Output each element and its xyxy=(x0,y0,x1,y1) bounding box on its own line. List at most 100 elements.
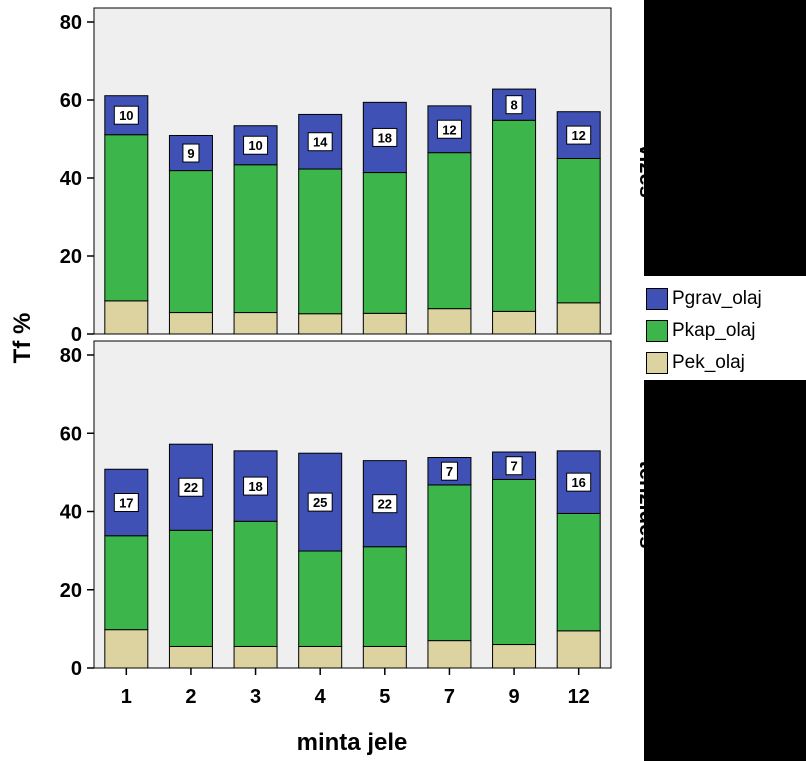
bar-segment-pkap-olaj xyxy=(168,170,213,314)
x-tick-label: 1 xyxy=(121,686,132,708)
data-label: 8 xyxy=(510,98,517,113)
data-label-box xyxy=(436,119,462,139)
data-label-box xyxy=(566,472,592,492)
bar-segment-pkap-olaj xyxy=(168,529,213,647)
bar-segment-pkap-olaj xyxy=(298,168,343,315)
bar-segment-pkap-olaj xyxy=(362,172,407,314)
data-label-box xyxy=(372,127,398,147)
legend-swatch-pkap xyxy=(646,320,668,342)
data-label-box xyxy=(178,477,204,497)
data-label: 7 xyxy=(510,459,517,474)
data-label-box xyxy=(372,494,398,514)
bar-segment-pkap-olaj xyxy=(556,512,601,632)
bar-segment-pek-olaj xyxy=(104,300,149,335)
bar-segment-pek-olaj xyxy=(168,312,213,335)
x-tick-label: 7 xyxy=(444,686,455,708)
legend-swatch-pek xyxy=(646,352,668,374)
y-tick-label: 20 xyxy=(60,580,82,602)
data-label: 14 xyxy=(313,135,328,150)
black-background-region xyxy=(644,0,806,761)
x-tick-label: 5 xyxy=(379,686,390,708)
y-tick-label: 60 xyxy=(60,423,82,445)
bar-segment-pgrav-olaj xyxy=(492,88,537,121)
x-tick-label: 9 xyxy=(509,686,520,708)
bar-segment-pek-olaj xyxy=(492,310,537,335)
y-tick-label: 20 xyxy=(60,246,82,268)
data-label: 18 xyxy=(248,479,262,494)
bar-segment-pek-olaj xyxy=(233,645,278,669)
data-label: 10 xyxy=(119,108,133,123)
bar-segment-pek-olaj xyxy=(362,312,407,335)
data-label: 12 xyxy=(442,122,456,137)
legend-item-pkap: Pkap_olaj xyxy=(646,318,755,344)
bar-segment-pek-olaj xyxy=(427,308,472,335)
data-label: 7 xyxy=(446,464,453,479)
bar-segment-pgrav-olaj xyxy=(362,460,407,548)
bar-segment-pkap-olaj xyxy=(556,158,601,304)
data-label: 17 xyxy=(119,496,133,511)
legend-swatch-pgrav xyxy=(646,288,668,310)
bar-segment-pek-olaj xyxy=(168,645,213,669)
data-label-box xyxy=(307,492,333,512)
x-tick-label: 12 xyxy=(568,686,590,708)
data-label: 10 xyxy=(248,138,262,153)
bar-segment-pek-olaj xyxy=(104,629,149,669)
y-tick-label: 40 xyxy=(60,502,82,524)
data-label: 16 xyxy=(571,475,585,490)
data-label-box xyxy=(243,135,269,155)
x-tick-label: 3 xyxy=(250,686,261,708)
data-label: 18 xyxy=(378,130,392,145)
y-tick-label: 80 xyxy=(60,345,82,367)
bar-segment-pkap-olaj xyxy=(104,134,149,302)
bar-segment-pek-olaj xyxy=(298,645,343,669)
bar-segment-pek-olaj xyxy=(556,302,601,335)
bar-segment-pek-olaj xyxy=(233,312,278,335)
bar-segment-pkap-olaj xyxy=(233,520,278,647)
bar-segment-pek-olaj xyxy=(427,640,472,669)
chart-legend: Pgrav_olaj Pkap_olaj Pek_olaj xyxy=(640,276,806,380)
bar-segment-pkap-olaj xyxy=(427,152,472,310)
data-label: 12 xyxy=(571,128,585,143)
x-axis-title: minta jele xyxy=(297,729,408,756)
panel-label-vizes: vizes xyxy=(635,144,660,198)
data-label: 22 xyxy=(378,497,392,512)
legend-label-pkap: Pkap_olaj xyxy=(672,320,756,341)
x-tick-label: 2 xyxy=(185,686,196,708)
panel-label-tenzides: tenzides xyxy=(635,460,660,548)
bar-segment-pkap-olaj xyxy=(298,550,343,647)
data-label-box xyxy=(243,476,269,496)
data-label: 9 xyxy=(187,146,194,161)
data-label-box xyxy=(566,125,592,145)
bar-segment-pek-olaj xyxy=(362,645,407,669)
bar-segment-pek-olaj xyxy=(556,630,601,669)
bar-segment-pkap-olaj xyxy=(427,484,472,642)
legend-item-pgrav: Pgrav_olaj xyxy=(646,286,762,312)
data-label-box xyxy=(182,143,200,163)
bar-segment-pkap-olaj xyxy=(492,119,537,312)
legend-item-pek: Pek_olaj xyxy=(646,350,745,376)
bar-segment-pkap-olaj xyxy=(233,164,278,314)
data-label-box xyxy=(505,456,523,476)
legend-label-pek: Pek_olaj xyxy=(672,352,745,373)
y-tick-label: 60 xyxy=(60,90,82,112)
x-tick-label: 4 xyxy=(315,686,327,708)
y-axis-title: Tf % xyxy=(9,313,36,364)
bar-segment-pkap-olaj xyxy=(104,535,149,631)
y-tick-label: 80 xyxy=(60,12,82,34)
data-label-box xyxy=(307,132,333,152)
y-tick-label: 0 xyxy=(71,324,82,346)
data-label-box xyxy=(113,493,139,513)
data-label-box xyxy=(440,461,458,481)
data-label: 22 xyxy=(184,480,198,495)
y-tick-label: 0 xyxy=(71,658,82,680)
bar-segment-pek-olaj xyxy=(492,644,537,669)
data-label: 25 xyxy=(313,495,327,510)
bar-segment-pek-olaj xyxy=(298,313,343,335)
bar-segment-pkap-olaj xyxy=(492,478,537,646)
legend-label-pgrav: Pgrav_olaj xyxy=(672,288,762,309)
y-tick-label: 40 xyxy=(60,168,82,190)
bar-segment-pkap-olaj xyxy=(362,546,407,647)
data-label-box xyxy=(505,95,523,115)
data-label-box xyxy=(113,105,139,125)
